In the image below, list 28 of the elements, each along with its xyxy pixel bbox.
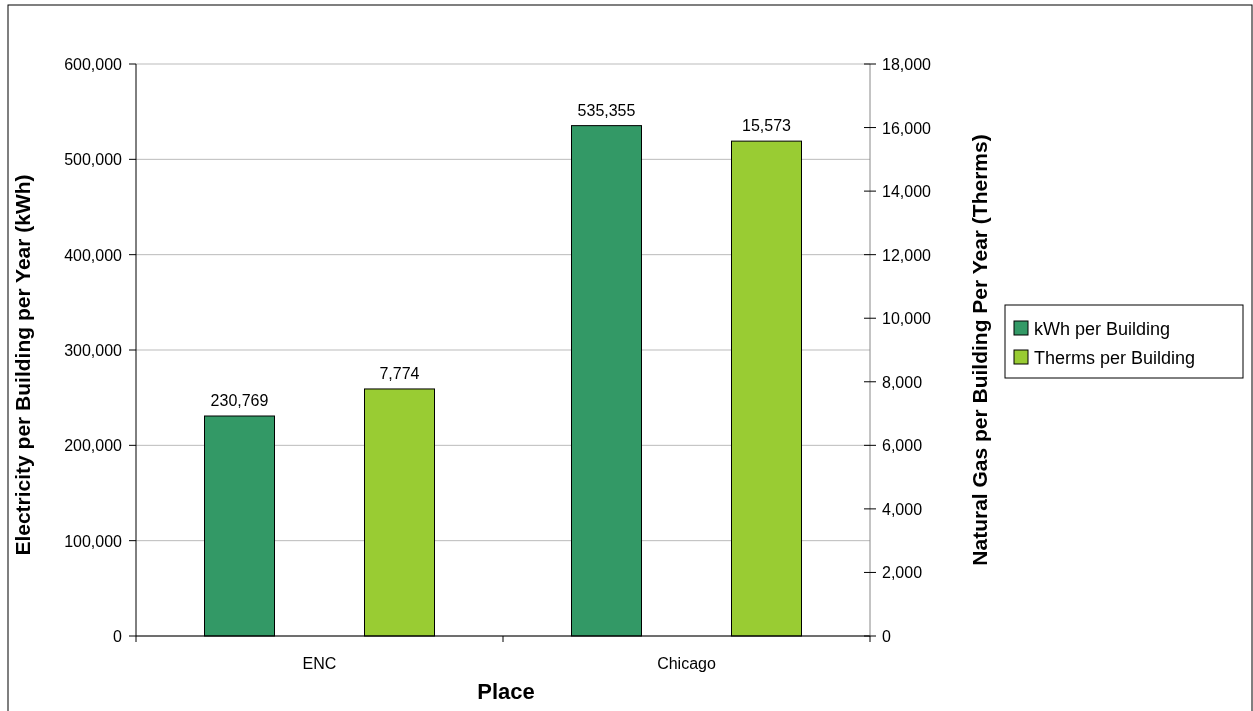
- y-axis-title: Electricity per Building per Year (kWh): [11, 174, 34, 556]
- data-label: 15,573: [742, 117, 792, 135]
- y2-tick-label: 12,000: [882, 246, 932, 264]
- y2-tick-label: 10,000: [882, 310, 932, 328]
- y-tick-label: 600,000: [64, 56, 123, 73]
- y-tick-label: 100,000: [64, 532, 123, 550]
- data-label: 7,774: [379, 364, 420, 382]
- y-tick-label: 400,000: [64, 246, 123, 264]
- y2-tick-label: 14,000: [882, 183, 932, 201]
- legend-label: kWh per Building: [1034, 319, 1171, 339]
- y-tick-label: 300,000: [64, 342, 123, 359]
- y2-tick-label: 8,000: [882, 373, 923, 391]
- y2-axis-title: Natural Gas per Building Per Year (Therms): [968, 134, 991, 566]
- y2-tick-label: 6,000: [882, 437, 923, 455]
- x-tick-label: Chicago: [657, 655, 716, 672]
- y2-tick-label: 2,000: [882, 564, 923, 582]
- y2-tick-label: 4,000: [882, 500, 923, 518]
- y-tick-label: 0: [113, 628, 123, 645]
- y-tick-label: 500,000: [64, 151, 123, 169]
- y2-tick-label: 16,000: [882, 119, 932, 137]
- x-tick-label: ENC: [302, 655, 337, 672]
- x-axis-title: Place: [477, 679, 535, 704]
- y2-tick-label: 18,000: [882, 56, 932, 73]
- y-tick-label: 200,000: [64, 437, 123, 455]
- data-label: 535,355: [577, 101, 636, 119]
- y2-tick-label: 0: [882, 628, 891, 645]
- legend-label: Therms per Building: [1034, 348, 1196, 368]
- data-label: 230,769: [210, 392, 269, 409]
